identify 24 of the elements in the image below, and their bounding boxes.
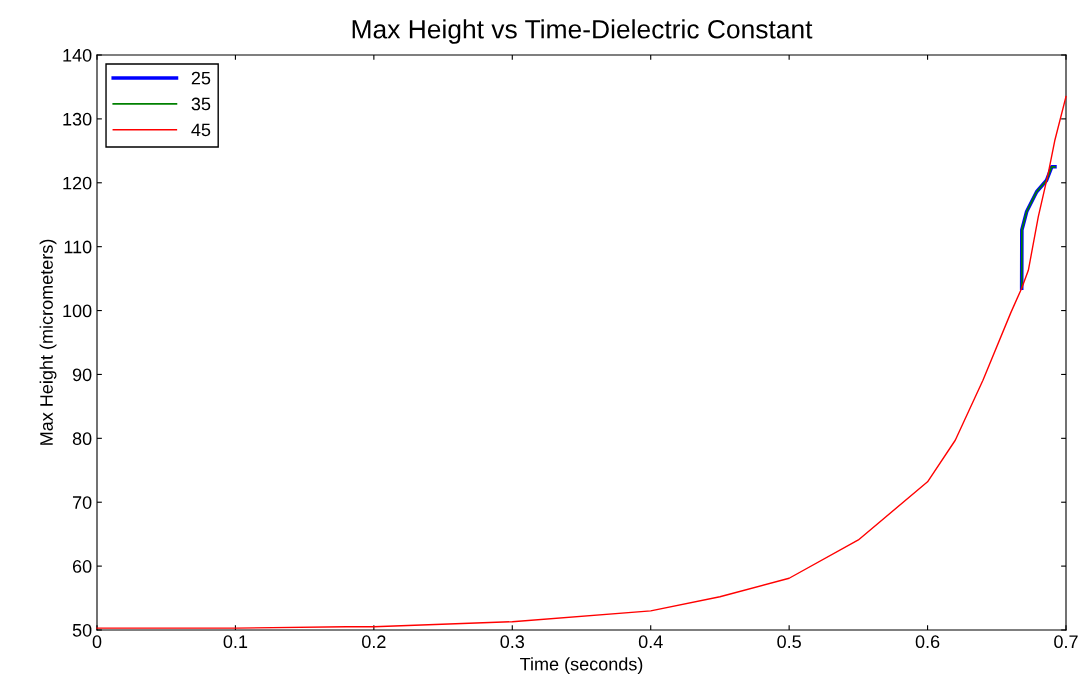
x-axis-title: Time (seconds) [520, 657, 643, 675]
x-tick-label: 0.2 [362, 635, 386, 649]
legend-label: 35 [191, 97, 211, 111]
legend-label: 45 [191, 123, 211, 137]
y-tick-label: 110 [64, 240, 92, 254]
y-tick-label: 50 [72, 623, 92, 637]
y-tick-label: 60 [72, 560, 92, 573]
y-tick-label: 90 [72, 368, 92, 382]
y-tick-label: 120 [63, 176, 92, 190]
chart-title: Max Height vs Time-Dielectric Constant [352, 19, 813, 44]
y-tick-label: 70 [72, 496, 92, 509]
y-tick-label: 80 [72, 432, 92, 446]
x-tick-label: 0.4 [638, 635, 663, 649]
x-tick-label: 0.3 [500, 635, 525, 649]
y-tick-label: 130 [63, 112, 92, 126]
x-tick-label: 0.7 [1054, 635, 1078, 649]
y-tick-label: 100 [63, 304, 92, 318]
legend-label: 25 [191, 71, 211, 85]
y-tick-label: 140 [63, 48, 92, 62]
x-tick-label: 0 [92, 635, 102, 649]
x-tick-label: 0.6 [915, 635, 940, 649]
x-tick-label: 0.5 [777, 635, 801, 649]
x-tick-label: 0.1 [223, 635, 248, 649]
y-axis-title: Max Height (micrometers) [39, 239, 57, 445]
